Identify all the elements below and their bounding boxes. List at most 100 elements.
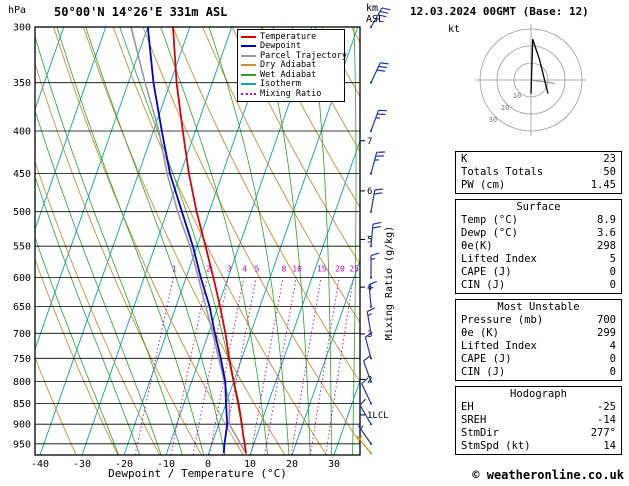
- dry-adiabat-line: [53, 27, 244, 455]
- table-row: CAPE (J) 0: [456, 353, 621, 366]
- table-section-title: Hodograph: [510, 388, 567, 400]
- dewpoint-line: [146, 27, 229, 454]
- pressure-axis-unit: hPa: [8, 5, 27, 16]
- surface-table-section: Surface Temp (°C) 8.9 Dewp (°C) 3.6 θe(K) 298 L…: [455, 199, 622, 294]
- wind-barb: [369, 7, 391, 29]
- table-row: θe (K) 299: [456, 327, 621, 340]
- datetime-label: 12.03.2024 00GMT (Base: 12): [410, 5, 589, 18]
- altitude-tick-label: 6: [367, 187, 372, 197]
- temperature-tick-label: 20: [286, 459, 298, 470]
- most-unstable-table-section: Most Unstable Pressure (mb) 700 θe (K) 299 Li…: [455, 299, 622, 381]
- mixing-ratio-line: [170, 277, 208, 455]
- table-row-label: Dewp (°C): [461, 227, 518, 239]
- pressure-tick-label: 300: [13, 23, 31, 34]
- table-row: StmDir 277°: [456, 427, 621, 440]
- legend-item: Dry Adiabat: [241, 60, 341, 70]
- table-row-value: 50: [603, 166, 616, 178]
- table-row-label: StmDir: [461, 427, 499, 439]
- table-row-label: PW (cm): [461, 179, 506, 191]
- sounding-indices-table: K 23 Totals Totals 50 PW (cm) 1.45 Surface Temp…: [455, 151, 622, 460]
- dry-adiabat-line: [202, 27, 360, 324]
- mixing-ratio-label: 2: [206, 264, 211, 273]
- table-row-value: -25: [597, 401, 616, 413]
- wind-barb: [364, 332, 373, 360]
- mixing-ratio-axis-label: Mixing Ratio (g/kg): [384, 226, 395, 340]
- wet-adiabat-line: [208, 27, 290, 455]
- table-row-value: 0: [609, 353, 616, 365]
- wind-barb: [362, 355, 373, 383]
- legend-item: Isotherm: [241, 79, 341, 89]
- table-row-label: Totals Totals: [461, 166, 544, 178]
- isotherm-line: [333, 379, 360, 455]
- mixing-ratio-line: [290, 277, 322, 455]
- table-row: CAPE (J) 0: [456, 266, 621, 279]
- temperature-tick-label: -20: [115, 459, 133, 470]
- dry-adiabat-line: [291, 27, 360, 153]
- pressure-tick-label: 600: [13, 273, 31, 284]
- table-row-value: 299: [597, 327, 616, 339]
- lcl-label: 1LCL: [367, 411, 389, 421]
- dry-adiabat-line: [142, 27, 360, 444]
- isotherm-line: [81, 27, 233, 455]
- mixing-ratio-line: [134, 277, 174, 455]
- wind-barb-column: [356, 7, 391, 455]
- table-row-label: Lifted Index: [461, 340, 537, 352]
- mixing-ratio-label: 8: [281, 264, 286, 273]
- table-row-label: Temp (°C): [461, 214, 518, 226]
- wet-adiabat-line: [56, 27, 204, 455]
- table-row-label: EH: [461, 401, 474, 413]
- wet-adiabat-line: [261, 27, 311, 455]
- dry-adiabat-line: [231, 27, 360, 266]
- table-row-value: 23: [603, 153, 616, 165]
- table-row: Pressure (mb) 700: [456, 314, 621, 327]
- dry-adiabat-line: [35, 62, 202, 455]
- km-label: km: [366, 3, 379, 14]
- table-row-value: 1.45: [590, 179, 616, 191]
- temperature-tick-label: -10: [157, 459, 175, 470]
- isotherm-line: [35, 27, 65, 111]
- mixing-ratio-line: [309, 277, 340, 455]
- legend-item: Temperature: [241, 32, 341, 42]
- mixing-ratio-line: [208, 277, 245, 455]
- table-row: Lifted Index 5: [456, 253, 621, 266]
- altitude-axis-unit: km ASL: [366, 3, 384, 25]
- wind-barb: [369, 62, 389, 84]
- dry-adiabat-line: [172, 27, 360, 383]
- legend-item: Mixing Ratio: [241, 89, 341, 99]
- table-row-value: 277°: [590, 427, 616, 439]
- wet-adiabat-line: [35, 175, 141, 455]
- wet-adiabat-line: [35, 236, 119, 455]
- hodograph-ring-label: 10: [513, 92, 521, 100]
- legend-line-sample: [241, 92, 256, 95]
- pressure-tick-label: 850: [13, 399, 31, 410]
- table-row: SREH -14: [456, 414, 621, 427]
- temperature-tick-label: 0: [205, 459, 211, 470]
- mixing-ratio-line: [325, 277, 354, 455]
- dry-adiabat-line: [35, 356, 77, 455]
- table-row-label: CAPE (J): [461, 353, 512, 365]
- legend-line-sample: [241, 64, 256, 67]
- table-row-value: 700: [597, 314, 616, 326]
- storm-motion-vector: [530, 79, 555, 84]
- table-row-label: θe (K): [461, 327, 499, 339]
- wet-adiabat-line: [35, 109, 162, 455]
- table-row-label: CIN (J): [461, 279, 506, 291]
- copyright: © weatheronline.co.uk: [472, 468, 624, 482]
- pressure-tick-label: 450: [13, 169, 31, 180]
- legend-item-label: Parcel Trajectory: [260, 50, 347, 61]
- mixing-ratio-line: [264, 277, 297, 455]
- legend-line-sample: [241, 35, 256, 38]
- hodograph-ring: [496, 45, 566, 115]
- temperature-axis-label: Dewpoint / Temperature (°C): [108, 467, 287, 480]
- pressure-tick-label: 350: [13, 78, 31, 89]
- dry-adiabat-line: [35, 258, 119, 455]
- indices-table-section: K 23 Totals Totals 50 PW (cm) 1.45: [455, 151, 622, 194]
- legend-item-label: Mixing Ratio: [260, 88, 322, 99]
- wet-adiabat-line: [35, 35, 183, 455]
- wind-barb: [369, 188, 384, 213]
- legend-line-sample: [241, 83, 256, 86]
- dry-adiabat-line: [35, 160, 161, 455]
- table-row-label: Lifted Index: [461, 253, 537, 265]
- table-row-label: CIN (J): [461, 366, 506, 378]
